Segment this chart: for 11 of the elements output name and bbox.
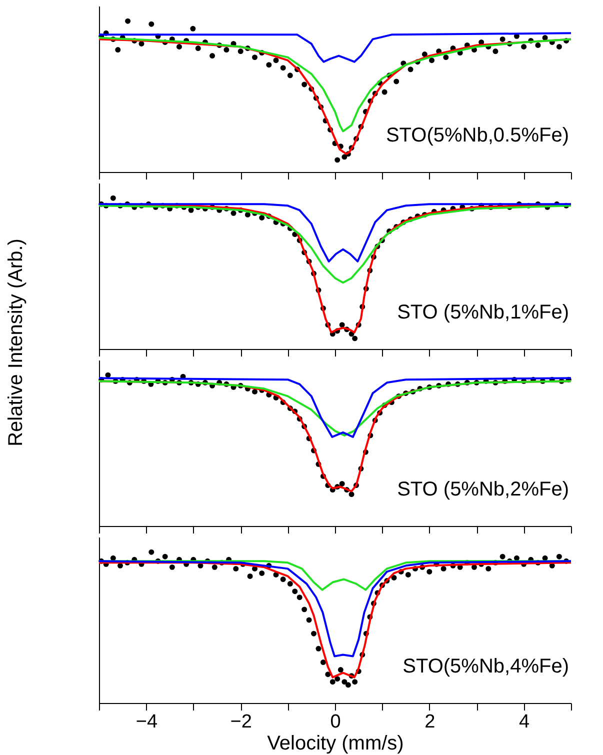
x-tick-label: −2 <box>230 712 252 732</box>
annotation: STO (5%Nb,2%Fe) <box>397 478 569 500</box>
x-tick-label: 4 <box>519 712 530 732</box>
annotation: STO (5%Nb,1%Fe) <box>397 301 569 324</box>
x-axis-title: Velocity (mm/s) <box>267 732 404 754</box>
annotation: STO(5%Nb,0.5%Fe) <box>386 124 569 146</box>
x-tick-label: 0 <box>330 712 341 732</box>
y-axis-title: Relative Intensity (Arb.) <box>5 238 27 446</box>
x-tick-label: −4 <box>136 712 158 732</box>
x-tick-label: 2 <box>424 712 436 732</box>
annotation: STO(5%Nb,4%Fe) <box>402 655 569 678</box>
